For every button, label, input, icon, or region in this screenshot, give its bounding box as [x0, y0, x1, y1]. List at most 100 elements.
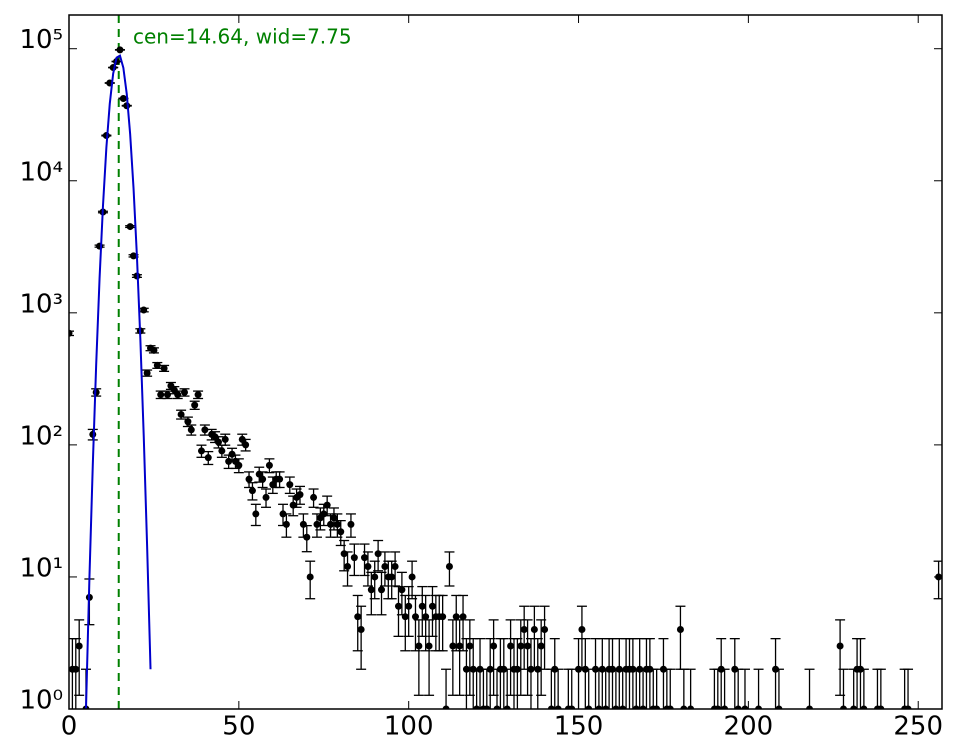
data-point — [221, 435, 229, 443]
data-point — [595, 705, 603, 709]
data-point — [69, 329, 73, 337]
data-point — [174, 391, 182, 399]
y-tick-label: 10³ — [19, 289, 63, 319]
data-point — [836, 642, 844, 650]
data-point — [265, 461, 273, 469]
data-point — [245, 475, 253, 483]
data-point — [327, 520, 335, 528]
data-point — [775, 705, 783, 709]
data-point — [119, 94, 127, 102]
data-point — [721, 705, 729, 709]
data-point — [72, 665, 80, 673]
data-point — [513, 665, 521, 673]
x-tick-label: 250 — [893, 712, 943, 742]
x-tick-label: 200 — [724, 712, 774, 742]
data-point — [449, 642, 457, 650]
data-point — [520, 625, 528, 633]
data-point — [554, 705, 562, 709]
data-point — [381, 562, 389, 570]
data-point — [524, 642, 532, 650]
data-point — [259, 475, 267, 483]
data-point — [204, 454, 212, 462]
data-point — [126, 223, 134, 231]
data-point — [150, 346, 158, 354]
data-point — [75, 642, 83, 650]
annotation: cen=14.64, wid=7.75 — [133, 25, 352, 49]
data-point — [214, 438, 222, 446]
data-point — [286, 481, 294, 489]
data-point — [187, 426, 195, 434]
data-point — [143, 369, 151, 377]
data-point — [388, 573, 396, 581]
plot-content — [69, 15, 942, 709]
data-point — [296, 491, 304, 499]
data-point — [197, 447, 205, 455]
data-point — [639, 705, 647, 709]
data-point — [242, 441, 250, 449]
data-point — [140, 306, 148, 314]
y-tick-label: 10⁵ — [19, 25, 63, 55]
data-point — [378, 586, 386, 594]
data-point — [282, 520, 290, 528]
data-point — [262, 493, 270, 501]
y-tick-label: 10⁰ — [19, 686, 63, 716]
data-point — [585, 705, 593, 709]
data-point — [904, 705, 912, 709]
data-point — [755, 705, 763, 709]
data-point — [116, 46, 124, 54]
data-point — [391, 562, 399, 570]
fit-line — [84, 54, 152, 709]
data-point — [350, 554, 358, 562]
data-point — [422, 613, 430, 621]
data-point — [361, 554, 369, 562]
data-point — [653, 705, 661, 709]
data-point — [201, 426, 209, 434]
x-tick-label: 50 — [222, 712, 255, 742]
x-tick-label: 100 — [384, 712, 434, 742]
data-point — [299, 520, 307, 528]
data-point — [578, 625, 586, 633]
data-point — [877, 705, 885, 709]
data-point — [354, 613, 362, 621]
data-point — [425, 642, 433, 650]
data-point — [408, 573, 416, 581]
data-point — [462, 665, 470, 673]
data-point — [313, 520, 321, 528]
data-point — [459, 613, 467, 621]
x-tick-label: 150 — [554, 712, 604, 742]
plot-area — [69, 15, 942, 709]
data-point — [347, 520, 355, 528]
data-point — [734, 705, 742, 709]
data-point — [493, 705, 501, 709]
plot-frame — [68, 14, 943, 710]
data-point — [218, 447, 226, 455]
data-point — [405, 602, 413, 610]
data-point — [442, 705, 450, 709]
data-point — [850, 705, 858, 709]
y-tick-label: 10⁴ — [19, 157, 63, 187]
data-point — [177, 410, 185, 418]
data-point — [466, 642, 474, 650]
x-tick-label: 0 — [61, 712, 78, 742]
data-point — [517, 642, 525, 650]
data-point — [860, 705, 868, 709]
data-point — [394, 602, 402, 610]
data-point — [439, 613, 447, 621]
data-point — [184, 418, 192, 426]
data-point — [483, 705, 491, 709]
data-point — [357, 625, 365, 633]
data-point — [228, 450, 236, 458]
data-point — [398, 586, 406, 594]
data-point — [306, 573, 314, 581]
data-point — [418, 602, 426, 610]
data-point — [602, 705, 610, 709]
data-point — [157, 391, 165, 399]
data-point — [248, 487, 256, 495]
data-point — [452, 613, 460, 621]
data-point — [344, 562, 352, 570]
data-point — [130, 252, 138, 260]
data-point — [456, 642, 464, 650]
data-point — [303, 533, 311, 541]
data-point — [374, 550, 382, 558]
